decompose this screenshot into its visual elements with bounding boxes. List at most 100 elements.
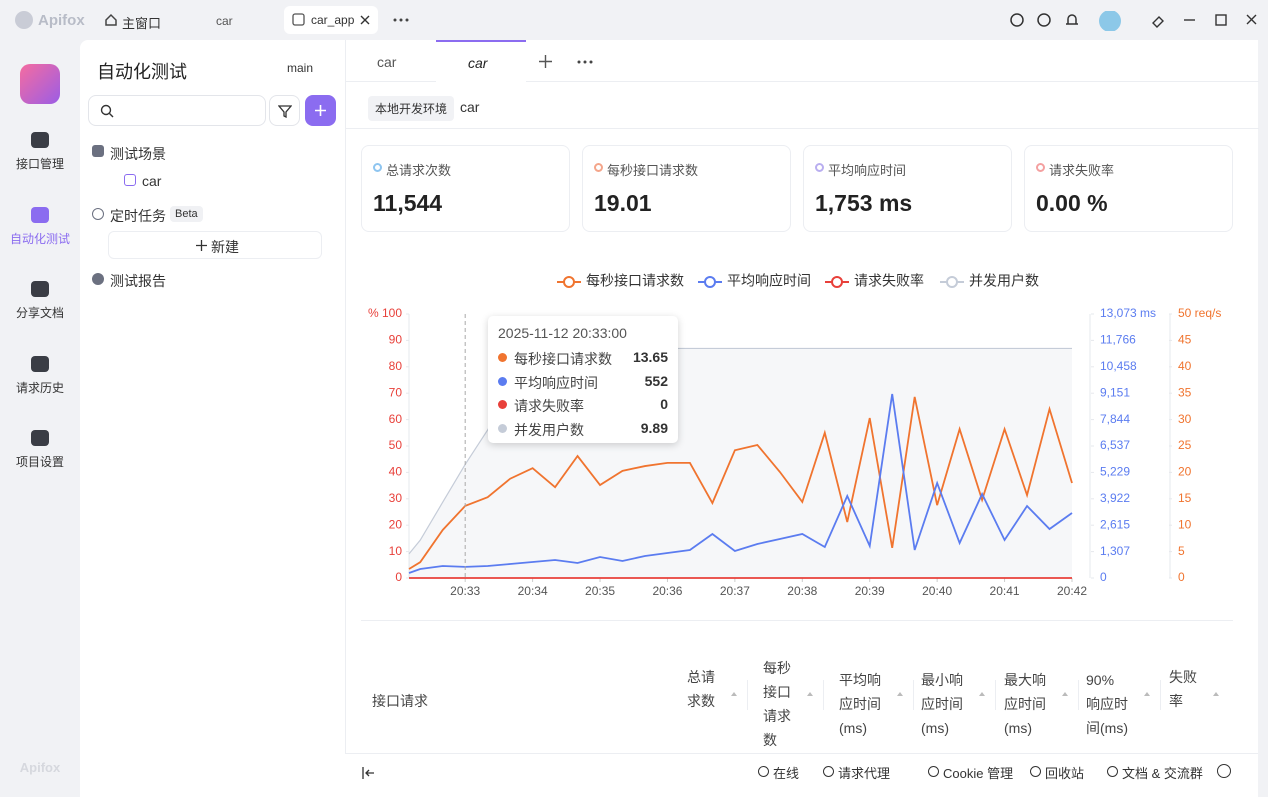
title-bar: Apifox 主窗口 car car_app [0,0,1268,40]
report-icon [92,273,104,285]
editor-tab[interactable]: car [377,54,397,70]
new-tab[interactable] [539,55,552,68]
legend-marker [704,276,716,288]
app-logo [15,11,33,29]
active-window-tab[interactable]: car_app [284,6,378,34]
stat-value: 19.01 [594,190,652,216]
column-header[interactable]: 失败率 [1169,669,1197,709]
stat-label: 每秒接口请求数 [607,163,699,178]
tree-panel: 自动化测试 main 测试场景 car 定时任务 Beta 新建 测试报告 [80,40,345,797]
legend-marker [946,276,958,288]
status-icon[interactable] [1107,766,1118,777]
tree-item[interactable]: car [142,173,162,189]
column-header[interactable]: 每秒接口请求数 [763,660,791,748]
column-header[interactable]: 90% 响应时间(ms) [1086,672,1128,736]
sort-icon[interactable] [979,692,985,696]
branch-selector[interactable]: main [287,61,314,75]
env-badge[interactable]: 本地开发环境 [368,96,455,121]
nav-icon[interactable] [31,132,49,148]
stat-card: 请求失败率 0.00 % [1024,145,1233,232]
tooltip-series: 并发用户数 [514,421,584,438]
sort-icon[interactable] [897,692,903,696]
y-tick-label: 20 [389,517,403,531]
stat-value: 1,753 ms [815,190,913,216]
column-header[interactable]: 平均响应时间(ms) [839,672,881,736]
column-header[interactable]: 最大响应时间(ms) [1004,672,1046,736]
add-button[interactable] [305,95,336,126]
nav-icon[interactable] [31,206,49,223]
y-tick-label: 3,922 [1100,491,1130,505]
nav-label[interactable]: 自动化测试 [9,231,70,246]
legend-label: 请求失败率 [854,273,924,289]
x-tick-label: 20:41 [990,584,1020,598]
tree-folder[interactable]: 测试场景 [110,146,166,162]
collapse-icon[interactable] [362,766,376,780]
tooltip-series: 请求失败率 [514,398,584,414]
nav-label[interactable]: 项目设置 [15,455,64,469]
search-input[interactable] [88,95,266,126]
stat-card: 总请求次数 11,544 [361,145,570,232]
column-header[interactable]: 最小响应时间(ms) [921,672,963,736]
tab-bar: car car [346,40,1259,82]
tooltip-title: 2025-11-12 20:33:00 [498,325,627,341]
nav-label[interactable]: 接口管理 [15,157,64,171]
nav-icon[interactable] [31,281,49,297]
status-item[interactable]: 回收站 [1045,766,1085,781]
status-icon[interactable] [758,766,769,777]
sort-icon[interactable] [1144,692,1150,696]
project-avatar[interactable] [20,64,60,104]
status-item[interactable]: Cookie 管理 [943,766,1014,781]
column-header[interactable]: 总请求数 [687,669,715,709]
tree-folder[interactable]: 测试报告 [110,273,166,289]
y-tick-label: 5,229 [1100,465,1130,479]
more-icon[interactable] [393,18,409,22]
tooltip-series: 平均响应时间 [514,374,598,391]
y-tick-label: 60 [389,412,403,426]
sort-icon[interactable] [1062,692,1068,696]
app-name: Apifox [38,12,85,29]
filter-button[interactable] [269,95,300,126]
column-header[interactable]: 接口请求 [372,693,428,709]
window-controls[interactable] [1150,11,1260,29]
status-item[interactable]: 请求代理 [838,766,891,781]
y-tick-label: 30 [1178,412,1192,426]
more-icon[interactable] [577,60,593,64]
nav-label[interactable]: 分享文档 [15,306,64,320]
nav-icon[interactable] [31,355,49,372]
divider [361,620,1233,621]
y-tick-label: 7,844 [1100,412,1130,426]
y-tick-label: 0 [395,570,402,584]
stat-value: 0.00 % [1036,190,1108,216]
status-icon[interactable] [823,766,834,777]
sort-icon[interactable] [1213,692,1219,696]
y-tick-label: 10,458 [1100,359,1137,373]
nav-label[interactable]: 请求历史 [15,380,64,395]
nav-icon[interactable] [31,430,49,446]
new-button[interactable]: 新建 [108,231,322,259]
sort-icon[interactable] [807,692,813,696]
status-icon[interactable] [928,766,939,777]
y-tick-label: 10 [1178,517,1192,531]
status-icon[interactable] [1217,764,1231,778]
tooltip-series: 每秒接口请求数 [514,351,612,367]
status-item[interactable]: 文档 & 交流群 [1122,766,1203,781]
toolbar-icons[interactable] [1008,11,1138,31]
legend-label: 平均响应时间 [727,273,811,289]
tooltip: 2025-11-12 20:33:00 每秒接口请求数 13.65 平均响应时间 55… [488,316,678,443]
divider [346,128,1259,129]
window-tab[interactable]: 主窗口 [122,16,162,31]
y-tick-label: 15 [1178,491,1192,505]
status-icon[interactable] [1030,766,1041,777]
close-icon[interactable] [360,15,370,25]
y-tick-label: 20 [1178,465,1192,479]
x-tick-label: 20:40 [922,584,952,598]
sort-icon[interactable] [731,692,737,696]
window-tab[interactable]: car [216,14,233,28]
active-editor-tab[interactable]: car [436,40,526,82]
tooltip-dot [498,376,507,386]
x-tick-label: 20:33 [450,584,480,598]
stat-label: 平均响应时间 [828,163,907,178]
status-item[interactable]: 在线 [773,766,800,781]
y-tick-label: 45 [1178,333,1192,347]
tree-folder[interactable]: 定时任务 [110,208,166,224]
